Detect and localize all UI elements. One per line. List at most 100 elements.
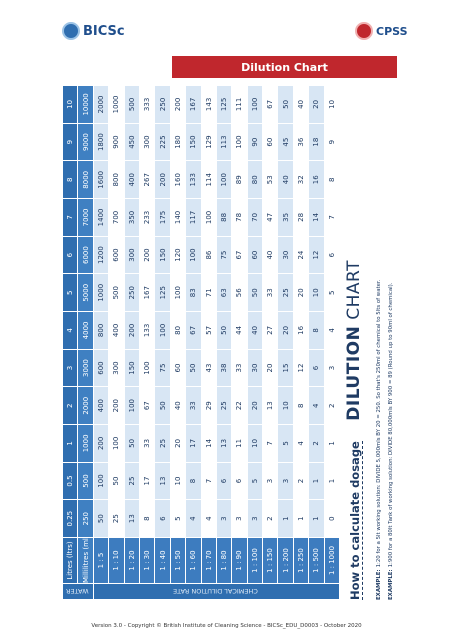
value-cell: 800 [108,160,125,199]
value-cell: 10 [308,273,325,312]
value-cell: 35 [277,198,294,237]
value-cell: 6 [324,236,340,274]
header-cell: 6 [62,236,78,274]
value-cell: 114 [201,160,217,199]
value-cell: 15 [277,349,294,387]
value-cell: 350 [124,198,140,237]
data-row: 1 : 100 3 5 10 20 30 40 50 60 70 80 90 100 [247,85,263,600]
value-cell: 200 [124,311,140,350]
value-cell: 160 [170,160,186,199]
data-row: 1 : 40 6 13 25 50 75 100 125 150 175 200 225 250 [154,85,171,600]
value-cell: 100 [247,85,263,124]
value-cell: 32 [293,160,309,199]
value-cell: 1 [308,462,325,500]
header-cell: 7 [62,198,78,237]
value-cell: 40 [262,236,278,274]
value-cell: 100 [124,386,140,425]
data-row: CHEMICAL DILUTION RATE 1 : 5 50 100 200 400 60… [93,85,340,600]
value-cell: 40 [170,386,186,425]
value-cell: 100 [170,273,186,312]
rate-cell: 1 : 250 [293,537,309,584]
header-cell: 5000 [77,273,94,312]
rate-cell: 1 : 30 [139,537,155,584]
value-cell: 300 [139,123,155,161]
dosage-heading: How to calculate dosage [348,441,364,600]
value-cell: 90 [247,123,263,161]
value-cell: 450 [124,123,140,161]
data-row: 1 : 70 4 7 14 29 43 57 71 86 100 114 129 143 [201,85,217,600]
value-cell: 75 [154,349,171,387]
value-cell: 86 [201,236,217,274]
rate-cell: 1 : 200 [277,537,294,584]
value-cell: 1800 [93,123,109,161]
value-cell: 38 [216,349,232,387]
value-cell: 100 [185,236,202,274]
value-cell: 33 [231,349,248,387]
value-cell: 8 [139,499,155,538]
value-cell: 300 [124,236,140,274]
value-cell: 5 [277,424,294,463]
value-cell: 500 [124,85,140,124]
value-cell: 4 [201,499,217,538]
value-cell: 111 [231,85,248,124]
rate-cell: 1 : 100 [247,537,263,584]
value-cell: 67 [262,85,278,124]
side-text: CHEMICAL DILUTION RATE [172,587,258,596]
value-cell: 50 [216,311,232,350]
value-cell: 167 [185,85,202,124]
logo-text: CPSS [376,24,408,38]
value-cell: 225 [154,123,171,161]
value-cell: 6 [308,349,325,387]
value-cell: 78 [231,198,248,237]
value-cell: 3 [262,462,278,500]
value-cell: 150 [124,349,140,387]
value-cell: 133 [185,160,202,199]
value-cell: 12 [293,349,309,387]
header-cell: 1000 [77,424,94,463]
value-cell: 700 [108,198,125,237]
value-cell: 300 [108,349,125,387]
footer: Version 3.0 - Copyright © British Instit… [91,623,362,629]
value-cell: 4 [324,311,340,350]
header-cell: 5 [62,273,78,312]
rotated-content: WATER Litres (ltrs) 0.25 0.5 1 2 3 4 5 6 7 8 9 10 Mill… [62,85,394,600]
value-cell: 233 [139,198,155,237]
rate-cell: 1 : 1000 [324,537,340,584]
header-cell: 250 [77,499,94,538]
value-cell: 600 [108,236,125,274]
value-cell: 6 [154,499,171,538]
value-cell: 100 [139,349,155,387]
value-cell: 28 [293,198,309,237]
rate-cell: 1 : 150 [262,537,278,584]
header-row: Millilitres (mls) 250 500 1000 2000 3000 4000 5… [77,85,94,600]
value-cell: 6 [231,462,248,500]
value-cell: 200 [139,236,155,274]
logo-cpss: CPSS [355,22,408,40]
value-cell: 75 [216,236,232,274]
rate-cell: 1 : 40 [154,537,171,584]
rate-cell: 1 : 20 [124,537,140,584]
value-cell: 200 [154,160,171,199]
header-cell: 6000 [77,236,94,274]
value-cell: 140 [170,198,186,237]
value-cell: 5 [247,462,263,500]
value-cell: 60 [247,236,263,274]
value-cell: 2000 [93,85,109,124]
value-cell: 50 [124,424,140,463]
value-cell: 100 [201,198,217,237]
value-cell: 53 [262,160,278,199]
value-cell: 175 [154,198,171,237]
header-cell: 500 [77,462,94,500]
value-cell: 400 [108,311,125,350]
value-cell: 50 [108,462,125,500]
data-row: 1 : 1000 0 1 1 2 3 4 5 6 7 8 9 10 [324,85,340,600]
data-row: 1 : 20 13 25 50 100 150 200 250 300 350 400 450 500 [124,85,140,600]
value-cell: 20 [247,386,263,425]
value-cell: 13 [262,386,278,425]
header-cell: 8 [62,160,78,199]
value-cell: 5 [324,273,340,312]
value-cell: 1 [293,499,309,538]
value-cell: 1 [277,499,294,538]
banner: Dilution Chart [172,56,397,78]
value-cell: 100 [108,424,125,463]
